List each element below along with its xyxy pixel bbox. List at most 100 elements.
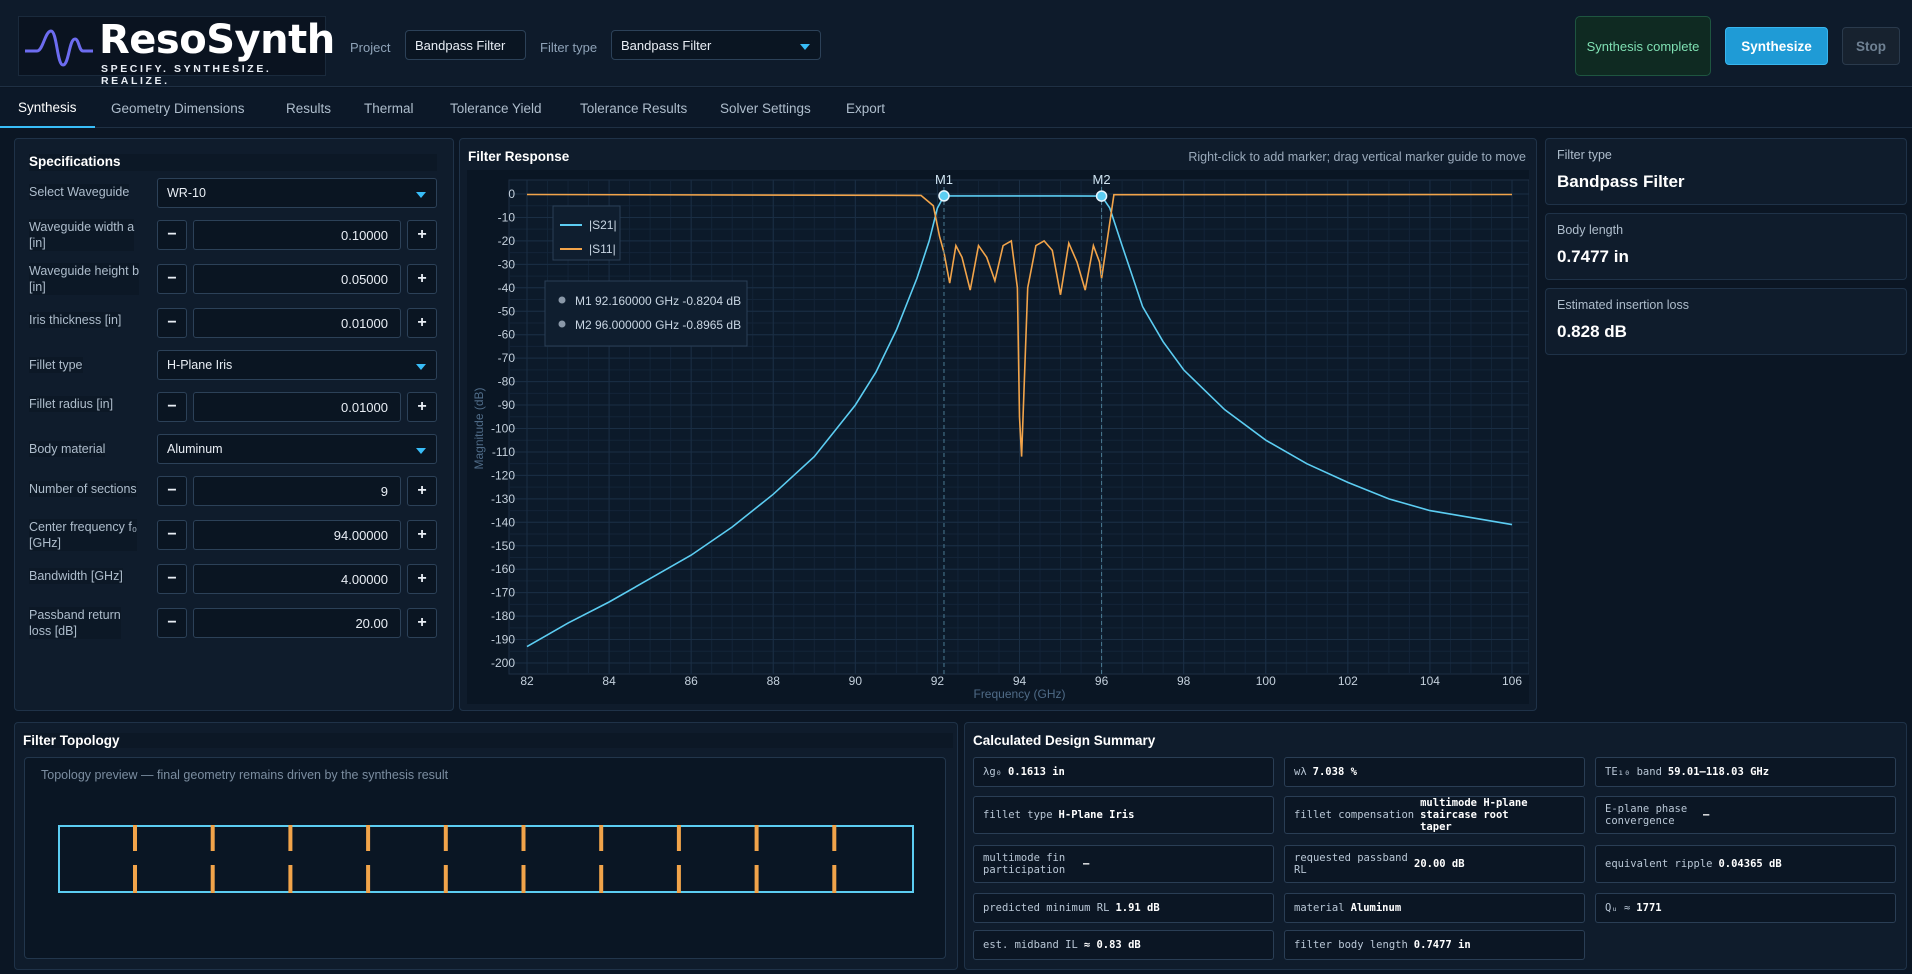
filter-response-chart[interactable]: 82 84 86 88 90 92 94 96 98 100 102 104 106 0 -10 -20 -30… [467,170,1529,704]
x-tick-label: 82 [520,674,534,688]
sections-decrement-button[interactable]: − [157,476,187,506]
cell-label: E-plane phase convergence [1605,803,1688,827]
cell-value: 7.038 % [1312,766,1357,778]
summary-cell-equivalent-ripple: equivalent ripple 0.04365 dB [1595,845,1896,883]
stop-button[interactable]: Stop [1842,27,1900,65]
body-length-card-value: 0.7477 in [1557,247,1629,266]
specifications-title: Specifications [29,154,437,171]
waveguide-height-decrement-button[interactable]: − [157,264,187,294]
y-tick-label: -80 [498,375,516,389]
center-frequency-label-line2: [GHz] [29,536,61,550]
tab-thermal[interactable]: Thermal [364,100,414,116]
y-tick-label: -140 [491,515,515,529]
brand-name: ResoSynth [99,17,335,63]
y-tick-label: -120 [491,468,515,482]
y-tick-label: -10 [498,210,516,224]
fillet-type-select[interactable]: H-Plane Iris [157,350,437,380]
center-frequency-label-line1: Center frequency f₀ [29,520,138,534]
iris-bar [210,825,215,851]
filter-type-card: Filter type Bandpass Filter [1545,138,1907,205]
tab-export[interactable]: Export [846,100,886,116]
cell-label: requested passband RL [1294,852,1408,876]
legend-entry: |S21| [589,218,617,232]
waveguide-width-increment-button[interactable]: + [407,220,437,250]
sections-increment-button[interactable]: + [407,476,437,506]
status-badge: Synthesis complete [1575,16,1711,76]
topology-caption: Topology preview — final geometry remain… [41,768,449,782]
x-tick-label: 88 [767,674,781,688]
waveguide-select[interactable]: WR-10 [157,178,437,208]
cell-label: multimode fin participation [983,852,1066,876]
iris-bar [521,865,526,893]
cell-label: predicted minimum RL [983,902,1110,914]
chevron-down-icon [800,44,810,50]
tab-results[interactable]: Results [286,100,332,116]
filter-type-select[interactable]: Bandpass Filter [611,30,821,60]
summary-cell-te10-band: TE₁₀ band 59.01–118.03 GHz [1595,757,1896,787]
x-tick-label: 96 [1095,674,1109,688]
design-summary-title: Calculated Design Summary [973,733,1156,748]
y-tick-label: -40 [498,281,516,295]
iris-bar [754,865,759,893]
bandwidth-label: Bandwidth [GHz] [29,568,123,584]
fillet-radius-input[interactable]: 0.01000 [193,392,401,422]
waveguide-width-input[interactable]: 0.10000 [193,220,401,250]
bandwidth-input[interactable]: 4.00000 [193,564,401,594]
center-frequency-increment-button[interactable]: + [407,520,437,550]
y-tick-label: -30 [498,257,516,271]
return-loss-increment-button[interactable]: + [407,608,437,638]
x-tick-label: 94 [1013,674,1027,688]
waveguide-width-label-line1: Waveguide width a [29,220,135,234]
iris-bar [521,825,526,851]
waveguide-width-label-line2: [in] [29,236,46,250]
bandwidth-decrement-button[interactable]: − [157,564,187,594]
cell-value: — [1083,858,1090,870]
y-tick-label: -20 [498,234,516,248]
waveform-logo-icon [25,29,93,67]
project-name-input[interactable]: Bandpass Filter [405,30,526,60]
marker-point [1095,190,1108,202]
fillet-radius-label: Fillet radius [in] [29,396,114,412]
iris-bar [366,865,371,893]
marker-tag: M2 [1093,172,1111,187]
cell-value: 1771 [1636,902,1662,914]
center-frequency-input[interactable]: 94.00000 [193,520,401,550]
cell-value: 59.01–118.03 GHz [1667,766,1770,778]
topology-preview: Topology preview — final geometry remain… [24,757,946,959]
bandwidth-increment-button[interactable]: + [407,564,437,594]
iris-bar [288,865,293,893]
series-line-s21 [526,195,1513,648]
tab-tolerance-results[interactable]: Tolerance Results [580,100,688,116]
tab-geometry-dimensions[interactable]: Geometry Dimensions [111,100,245,116]
body-material-select[interactable]: Aluminum [157,434,437,464]
synthesize-button[interactable]: Synthesize [1725,27,1828,65]
cell-label: equivalent ripple [1605,858,1713,870]
fillet-radius-increment-button[interactable]: + [407,392,437,422]
iris-thickness-input[interactable]: 0.01000 [193,308,401,338]
iris-thickness-decrement-button[interactable]: − [157,308,187,338]
waveguide-height-input[interactable]: 0.05000 [193,264,401,294]
tab-synthesis[interactable]: Synthesis [0,88,95,128]
iris-bar [443,865,448,893]
project-label: Project [350,40,391,55]
chevron-down-icon [416,364,426,370]
waveguide-height-increment-button[interactable]: + [407,264,437,294]
return-loss-decrement-button[interactable]: − [157,608,187,638]
iris-bar [366,825,371,851]
center-frequency-decrement-button[interactable]: − [157,520,187,550]
summary-cell-w-lambda: wλ 7.038 % [1284,757,1585,787]
waveguide-height-label-line1: Waveguide height b [29,264,140,278]
x-tick-label: 100 [1256,674,1276,688]
cell-value: ≈ 0.83 dB [1083,939,1141,951]
iris-thickness-increment-button[interactable]: + [407,308,437,338]
body-material-value: Aluminum [167,442,223,456]
y-tick-label: -110 [492,445,515,459]
fillet-radius-decrement-button[interactable]: − [157,392,187,422]
number-of-sections-input[interactable]: 9 [193,476,401,506]
cell-value: 0.1613 in [1007,766,1065,778]
passband-return-loss-input[interactable]: 20.00 [193,608,401,638]
tab-tolerance-yield[interactable]: Tolerance Yield [450,100,542,116]
top-bar: ResoSynth SPECIFY. SYNTHESIZE. REALIZE. … [0,0,1912,87]
tab-solver-settings[interactable]: Solver Settings [720,100,811,116]
waveguide-width-decrement-button[interactable]: − [157,220,187,250]
